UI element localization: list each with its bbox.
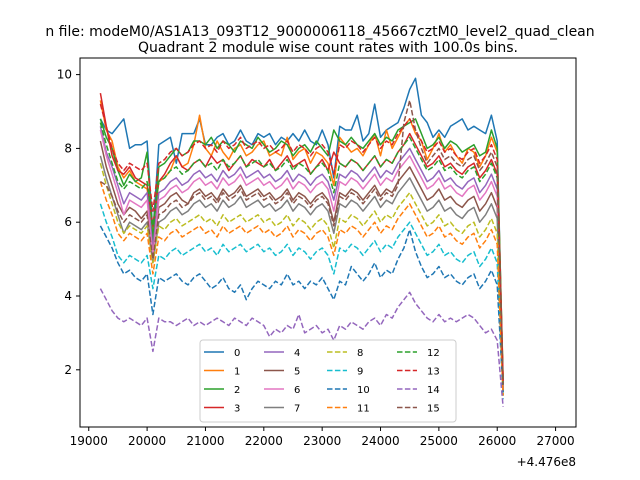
legend-label-5: 5 [294,367,300,378]
legend-label-12: 12 [427,348,440,359]
legend-label-9: 9 [357,367,363,378]
series-line-15 [100,99,504,385]
legend-label-2: 2 [234,385,240,396]
y-tick-label: 4 [64,289,72,303]
y-tick-label: 2 [64,363,72,377]
x-tick-label: 20000 [128,434,166,448]
legend-label-7: 7 [294,404,300,415]
y-tick-label: 8 [64,141,72,155]
y-tick-label: 6 [64,215,72,229]
x-tick-label: 26000 [478,434,516,448]
x-offset-label: +4.476e8 [517,455,576,469]
x-tick-label: 27000 [536,434,574,448]
legend-label-13: 13 [427,367,440,378]
series-line-11 [99,181,504,396]
series-line-0 [99,77,504,385]
series-line-9 [99,203,504,400]
series-line-8 [99,163,504,396]
series-layer [99,77,504,407]
x-tick-label: 22000 [245,434,283,448]
series-line-13 [99,103,504,381]
legend-label-6: 6 [294,385,300,396]
legend-label-4: 4 [294,348,300,359]
legend-label-8: 8 [357,348,363,359]
legend-label-10: 10 [357,385,370,396]
legend-label-11: 11 [357,404,370,415]
legend-label-0: 0 [234,348,240,359]
y-tick-label: 10 [57,68,72,82]
legend-label-14: 14 [427,385,440,396]
series-line-10 [99,225,504,392]
series-line-6 [99,129,504,389]
series-line-14 [99,288,504,407]
series-line-5 [99,140,504,392]
series-line-3 [99,92,504,385]
legend-label-3: 3 [234,404,240,415]
x-tick-label: 21000 [186,434,224,448]
series-line-4 [99,126,504,389]
x-tick-label: 19000 [70,434,108,448]
x-tick-label: 24000 [361,434,399,448]
x-tick-label: 23000 [303,434,341,448]
chart-title: Quadrant 2 module wise count rates with … [138,40,518,56]
legend-label-15: 15 [427,404,440,415]
plot-area-frame [79,57,577,428]
series-line-12 [99,122,504,385]
series-line-7 [99,155,504,392]
figure-suptitle: n file: modeM0/AS1A13_093T12_9000006118_… [45,24,594,40]
axes-layer: 19000 20000 21000 22000 23000 24000 25000 26000… [57,68,575,448]
legend-label-1: 1 [234,367,240,378]
x-tick-label: 25000 [420,434,458,448]
legend-frame [199,339,457,423]
